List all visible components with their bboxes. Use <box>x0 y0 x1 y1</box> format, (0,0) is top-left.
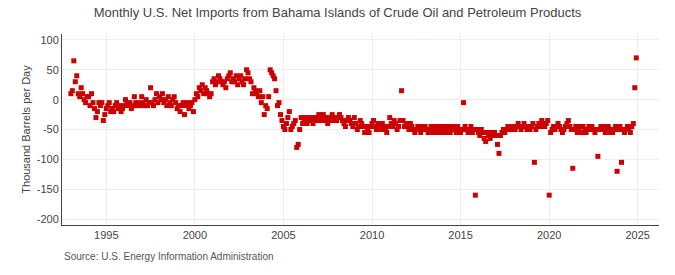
svg-text:Thousand Barrels per Day: Thousand Barrels per Day <box>20 65 32 194</box>
svg-text:2000: 2000 <box>183 229 207 241</box>
svg-text:-50: -50 <box>43 123 59 135</box>
svg-text:2020: 2020 <box>537 229 561 241</box>
svg-text:50: 50 <box>47 64 59 76</box>
svg-text:2005: 2005 <box>271 229 295 241</box>
svg-text:2010: 2010 <box>360 229 384 241</box>
svg-text:-200: -200 <box>37 213 59 225</box>
svg-text:100: 100 <box>40 34 58 46</box>
svg-text:-150: -150 <box>37 183 59 195</box>
svg-text:Source: U.S. Energy Informatio: Source: U.S. Energy Information Administ… <box>64 251 274 262</box>
svg-text:0: 0 <box>53 94 59 106</box>
svg-text:2025: 2025 <box>625 229 649 241</box>
svg-text:Monthly U.S. Net Imports from: Monthly U.S. Net Imports from Bahama Isl… <box>94 5 582 20</box>
svg-text:2015: 2015 <box>448 229 472 241</box>
svg-text:-100: -100 <box>37 153 59 165</box>
svg-text:1995: 1995 <box>94 229 118 241</box>
